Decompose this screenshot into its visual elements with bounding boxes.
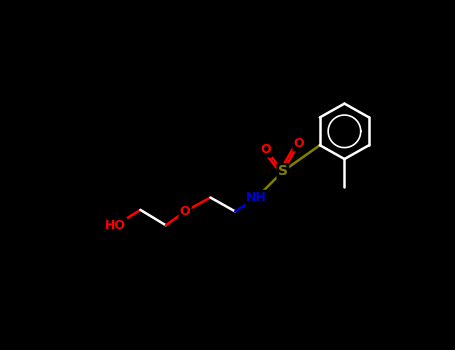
Text: HO: HO — [105, 219, 126, 232]
Text: O: O — [294, 137, 304, 150]
Text: O: O — [180, 205, 190, 218]
Text: S: S — [278, 164, 288, 178]
Text: NH: NH — [246, 191, 267, 204]
Text: O: O — [261, 143, 271, 156]
